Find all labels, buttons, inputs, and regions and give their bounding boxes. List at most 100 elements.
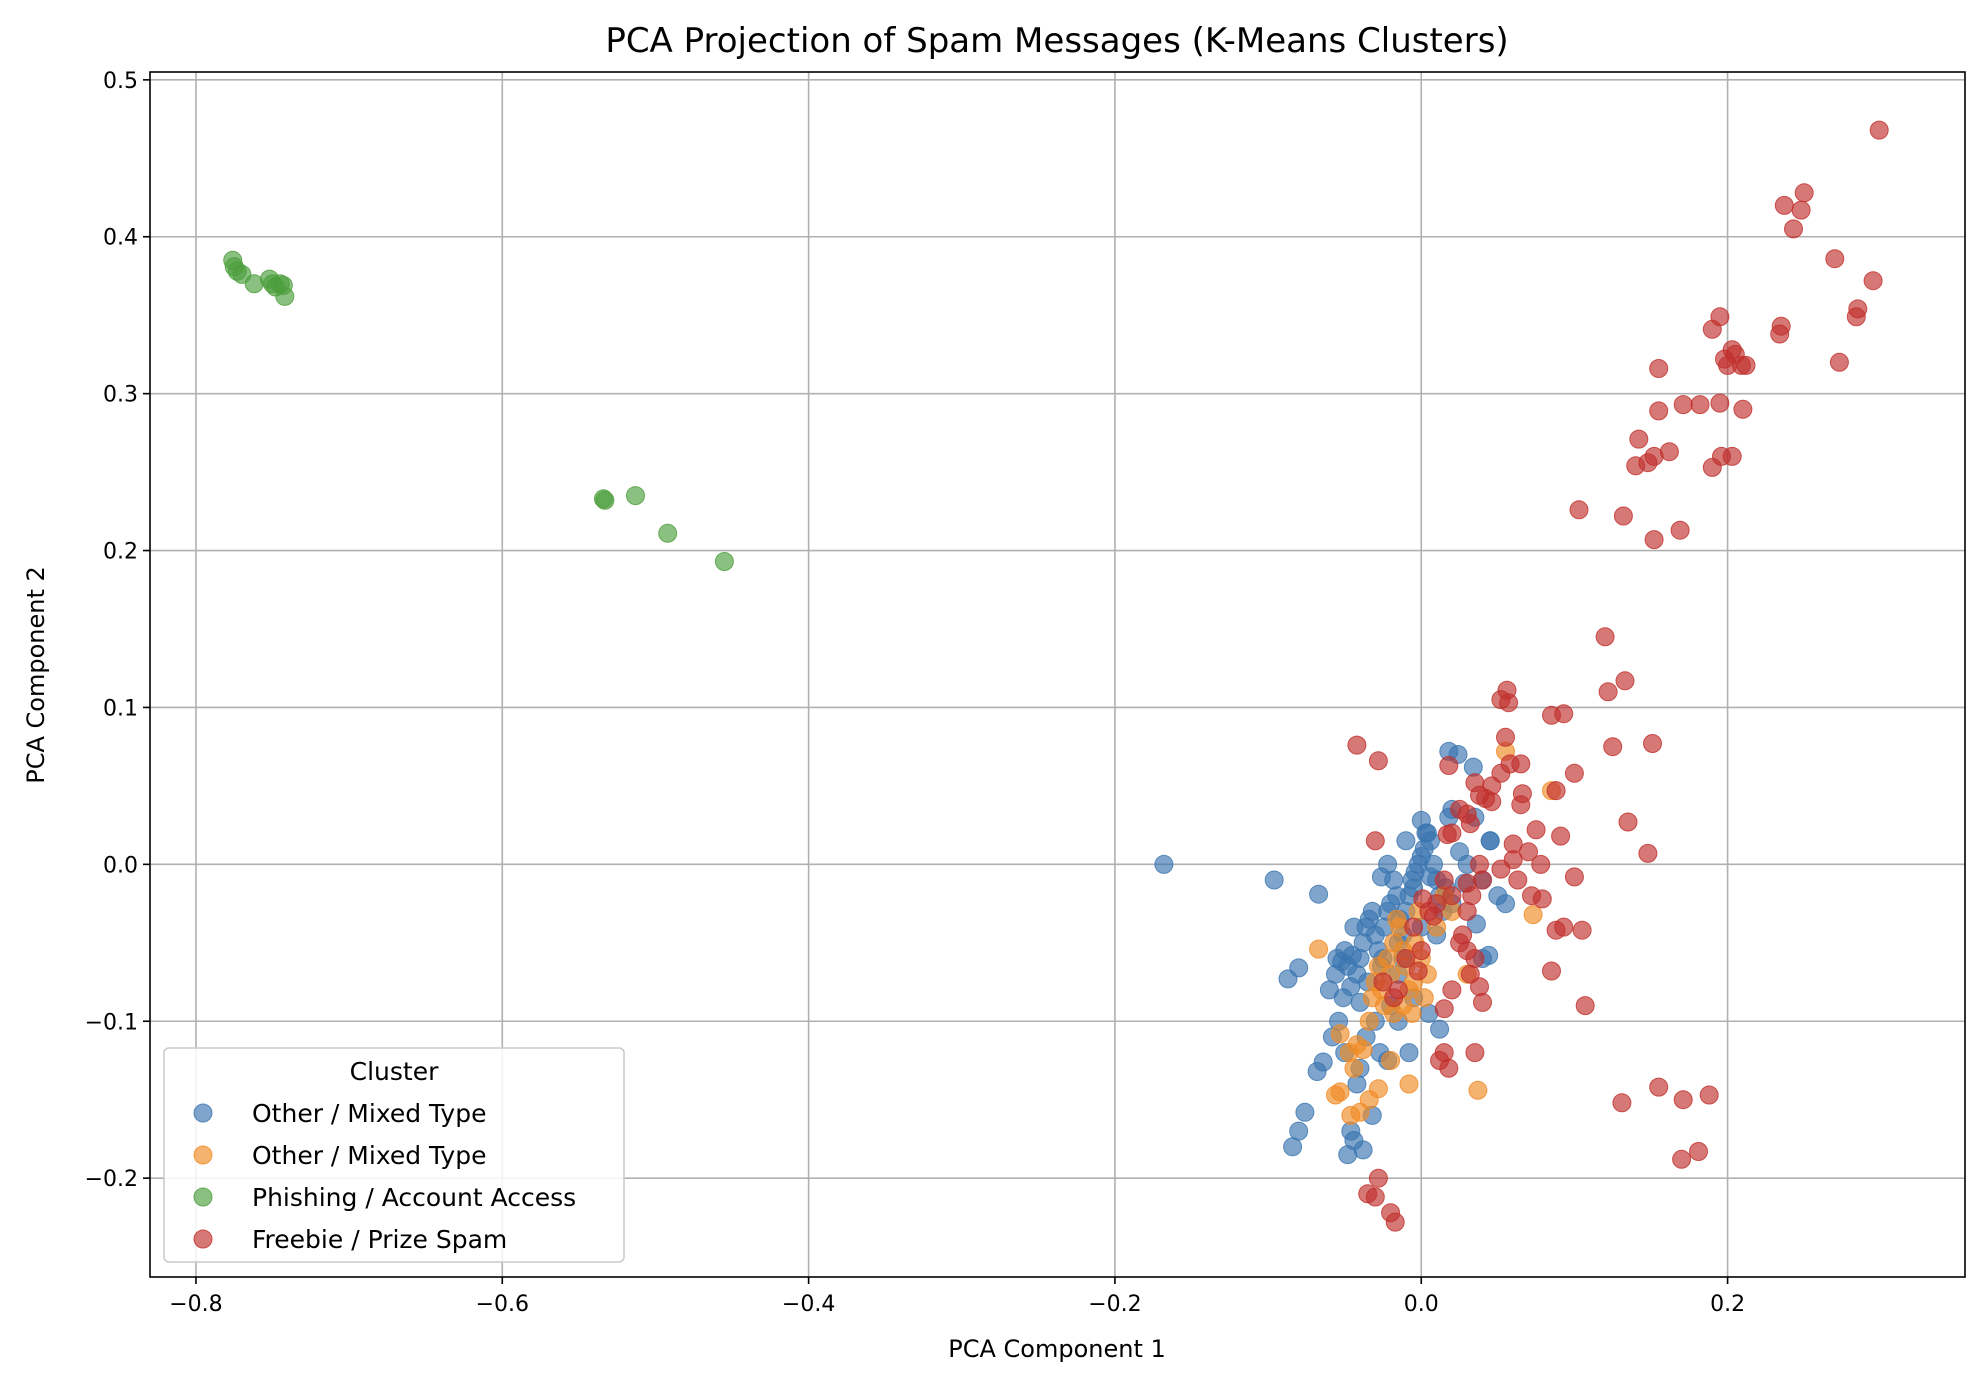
scatter-point [1347, 735, 1367, 755]
scatter-point [1499, 693, 1519, 713]
data-points [223, 120, 1889, 1232]
scatter-point [1770, 324, 1790, 344]
scatter-point [1612, 1093, 1632, 1113]
scatter-point [1408, 961, 1428, 981]
scatter-point [1699, 1085, 1719, 1105]
scatter-point [1603, 737, 1623, 757]
scatter-point [1643, 734, 1662, 753]
y-tick-label: 0.0 [103, 853, 138, 878]
scatter-point [1353, 1040, 1373, 1059]
scatter-point [1368, 1168, 1388, 1188]
x-tick-label: −0.8 [169, 1292, 222, 1317]
scatter-point [1341, 1105, 1361, 1125]
scatter-point [658, 523, 678, 543]
scatter-point [1468, 1080, 1488, 1100]
plot-frame [149, 71, 1966, 1278]
scatter-point [1564, 867, 1584, 887]
scatter-point [1344, 917, 1364, 937]
scatter-point [1649, 1077, 1669, 1097]
scatter-point [1332, 952, 1352, 972]
scatter-point [1613, 506, 1633, 526]
scatter-point [1572, 920, 1592, 940]
legend-entry: Other / Mixed Type [252, 1099, 486, 1128]
scatter-point [1396, 831, 1416, 851]
scatter-point [1615, 671, 1635, 691]
scatter-point [1411, 941, 1431, 961]
scatter-point [1473, 992, 1492, 1012]
scatter-point [1546, 920, 1566, 940]
scatter-point [1362, 988, 1382, 1008]
scatter-point [1863, 271, 1883, 291]
y-tick-label: −0.2 [85, 1167, 138, 1192]
scatter-point [1733, 399, 1753, 419]
scatter-point [595, 490, 615, 510]
scatter-point [1532, 889, 1552, 909]
grid-lines [150, 72, 1965, 1277]
scatter-point [1442, 886, 1462, 906]
scatter-point [1496, 727, 1515, 747]
scatter-point [1846, 307, 1866, 327]
scatter-point [1457, 901, 1477, 921]
scatter-point [1359, 1090, 1379, 1110]
scatter-point [1437, 825, 1457, 844]
scatter-point [1442, 980, 1462, 1000]
scatter-point [1368, 751, 1388, 771]
series-2 [223, 250, 734, 571]
legend-entry: Other / Mixed Type [252, 1141, 486, 1170]
scatter-point [1736, 355, 1756, 375]
scatter-point [1373, 972, 1393, 992]
scatter-point [275, 286, 295, 306]
scatter-point [1629, 429, 1649, 449]
scatter-point [1289, 958, 1309, 978]
scatter-point [1670, 520, 1690, 540]
y-tick-label: 0.1 [103, 696, 138, 721]
scatter-point [1673, 1090, 1693, 1110]
y-tick-label: 0.5 [103, 69, 138, 94]
scatter-point [1702, 457, 1722, 477]
legend-marker [193, 1187, 213, 1207]
scatter-point [1710, 393, 1730, 413]
x-tick-label: −0.2 [1088, 1292, 1141, 1317]
scatter-point [1309, 939, 1329, 959]
scatter-point [1482, 792, 1502, 812]
x-tick-label: −0.4 [782, 1292, 835, 1317]
scatter-point [1829, 352, 1849, 372]
scatter-point [1546, 781, 1566, 801]
scatter-point [1430, 1019, 1450, 1039]
scatter-point [1473, 870, 1492, 890]
legend-box [163, 1047, 625, 1263]
scatter-point [1365, 831, 1385, 851]
scatter-point [1465, 949, 1485, 968]
legend-title: Cluster [350, 1057, 439, 1086]
series-3 [1347, 120, 1889, 1232]
scatter-point [1283, 1137, 1303, 1157]
scatter-point [1508, 870, 1528, 890]
scatter-point [1326, 1085, 1345, 1105]
scatter-point [1564, 763, 1584, 783]
scatter-point [1774, 195, 1794, 215]
scatter-point [1618, 812, 1638, 832]
scatter-point [1460, 814, 1480, 834]
scatter-point [1416, 823, 1436, 843]
scatter-point [1598, 682, 1618, 702]
scatter-point [1470, 977, 1489, 997]
scatter-point [1330, 1024, 1350, 1044]
scatter-point [1496, 894, 1515, 914]
scatter-point [1702, 319, 1722, 339]
scatter-point [1381, 1051, 1401, 1070]
scatter-point [1523, 905, 1543, 925]
legend-entry: Phishing / Account Access [252, 1183, 576, 1212]
scatter-point [1396, 949, 1416, 968]
scatter-point [1569, 500, 1589, 520]
scatter-point [1450, 933, 1470, 953]
scatter-point [1511, 795, 1531, 815]
scatter-point [1399, 1043, 1419, 1063]
y-tick-label: 0.2 [103, 540, 138, 565]
legend-entry: Freebie / Prize Spam [252, 1225, 507, 1254]
scatter-point [1672, 1149, 1692, 1169]
scatter-point [1457, 873, 1477, 893]
scatter-point [1554, 704, 1574, 724]
scatter-point [1784, 219, 1803, 239]
scatter-point [1649, 359, 1669, 378]
